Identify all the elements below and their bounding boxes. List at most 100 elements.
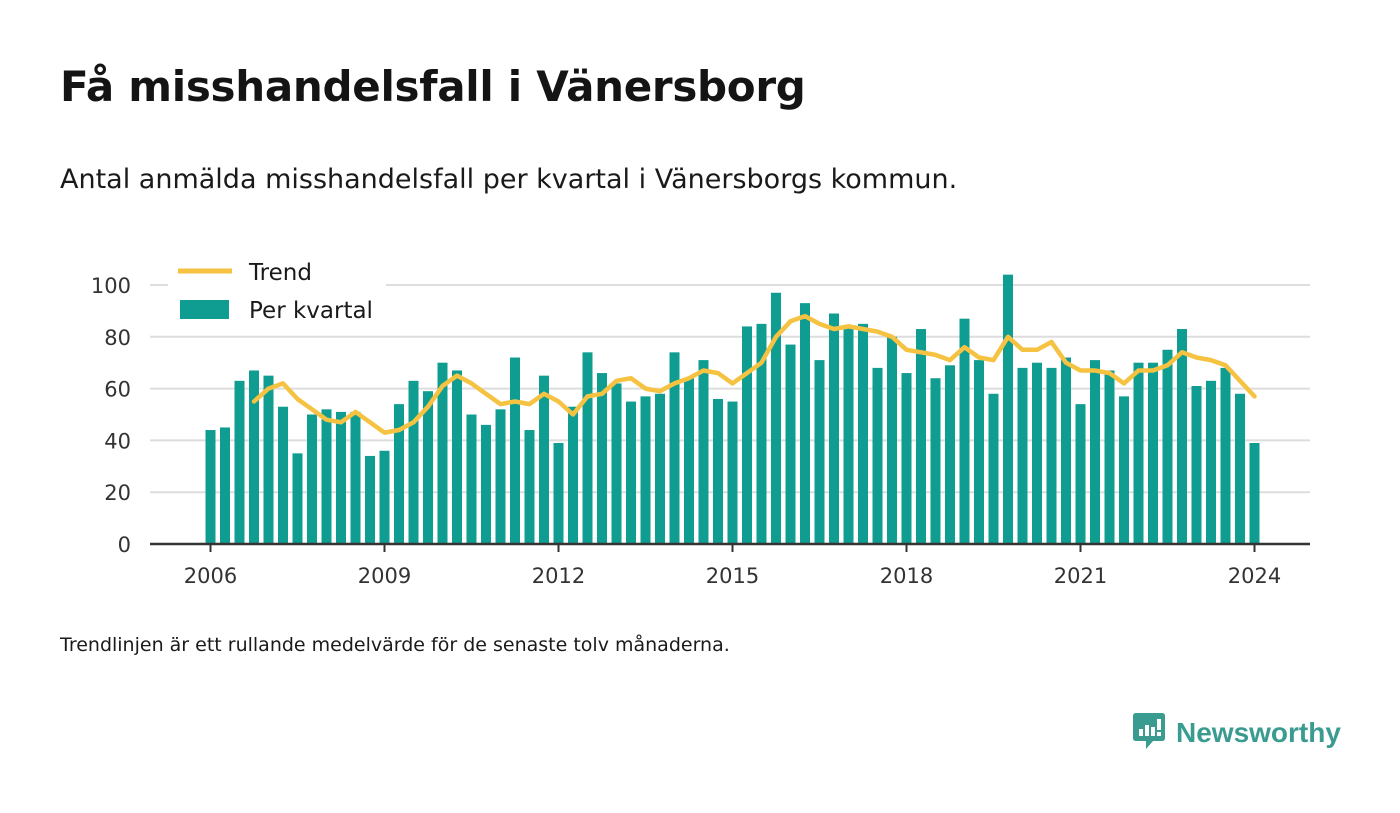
bar [321, 409, 332, 544]
bar-series [205, 274, 1260, 544]
bar [408, 380, 419, 544]
bar [452, 370, 462, 544]
bar [1235, 393, 1245, 544]
chart-svg: 0 20 40 60 80 100 2006 2009 2012 2015 2018 2021 2024… [90, 260, 1310, 588]
x-tick-label: 2006 [184, 564, 237, 588]
y-tick-label: 60 [104, 378, 131, 402]
bar [365, 455, 375, 544]
chart-title: Få misshandelsfall i Vänersborg [60, 62, 806, 111]
bar [1017, 367, 1028, 544]
bar [1032, 362, 1042, 544]
bar [1220, 367, 1231, 544]
bar [1119, 396, 1129, 544]
bar [959, 318, 970, 544]
bar [524, 430, 535, 544]
bar [626, 401, 636, 544]
bar [582, 352, 593, 544]
bar [858, 323, 868, 544]
bar [771, 292, 781, 544]
bar [1061, 357, 1071, 544]
bar [1133, 362, 1144, 544]
bar [669, 352, 680, 544]
footnote: Trendlinjen är ett rullande medelvärde f… [60, 634, 730, 656]
bar [829, 313, 839, 544]
bar [568, 406, 578, 544]
bar [945, 365, 955, 544]
bar [423, 391, 433, 544]
bar [901, 373, 912, 544]
bar [800, 303, 810, 544]
chart-subtitle: Antal anmälda misshandelsfall per kvarta… [60, 164, 958, 195]
trend-series [251, 313, 1257, 435]
y-tick-label: 0 [118, 533, 131, 557]
bar [988, 393, 999, 544]
bar [872, 367, 883, 544]
bar [1162, 349, 1173, 544]
bar [655, 393, 665, 544]
bar [350, 411, 361, 544]
legend-bars-swatch [180, 300, 229, 319]
bar [1206, 380, 1216, 544]
bar [539, 375, 549, 544]
bar [814, 360, 825, 544]
bar [785, 344, 796, 544]
bar [437, 362, 448, 544]
bar [553, 442, 564, 544]
legend-trend-label: Trend [248, 260, 312, 286]
bar [713, 398, 723, 544]
axes: 0 20 40 60 80 100 2006 2009 2012 2015 2018 2021 2024 [91, 274, 1310, 588]
bar [466, 414, 477, 544]
bar [1104, 370, 1115, 544]
bar [727, 401, 738, 544]
bar [292, 453, 303, 544]
bar [1075, 404, 1086, 544]
newsworthy-chart-bubble-icon [1132, 711, 1166, 755]
bar [756, 323, 767, 544]
bar [234, 380, 245, 544]
bar [843, 326, 854, 544]
bar [1177, 329, 1187, 544]
bar [1148, 362, 1158, 544]
bar [379, 450, 390, 544]
bar [916, 329, 926, 544]
bar [307, 414, 317, 544]
bar [684, 378, 694, 544]
bar [611, 383, 622, 544]
newsworthy-logo[interactable]: Newsworthy [1132, 711, 1341, 755]
legend-bars-label: Per kvartal [249, 298, 373, 324]
bar [640, 396, 651, 544]
bar [220, 427, 230, 544]
y-tick-label: 80 [104, 326, 131, 350]
x-tick-label: 2024 [1228, 564, 1281, 588]
x-tick-label: 2012 [532, 564, 585, 588]
bar [698, 360, 709, 544]
bar [930, 378, 941, 544]
y-tick-label: 100 [91, 274, 131, 298]
bar [205, 430, 216, 544]
bar [249, 370, 259, 544]
y-tick-label: 40 [104, 429, 131, 453]
x-tick-label: 2018 [880, 564, 933, 588]
bar [1003, 274, 1013, 544]
bar [1090, 360, 1100, 544]
brand-name: Newsworthy [1176, 717, 1341, 748]
x-tick-label: 2015 [706, 564, 759, 588]
chart-area: 0 20 40 60 80 100 2006 2009 2012 2015 2018 2021 2024… [90, 260, 1310, 588]
bar [481, 424, 491, 544]
bar [394, 404, 404, 544]
x-tick-label: 2021 [1054, 564, 1107, 588]
bar [1046, 367, 1057, 544]
bar [495, 409, 506, 544]
bar [597, 373, 607, 544]
y-tick-label: 20 [104, 481, 131, 505]
bar [1249, 442, 1260, 544]
bar [742, 326, 752, 544]
bar [336, 411, 346, 544]
bar [263, 375, 274, 544]
bar [1191, 386, 1202, 544]
bar [887, 336, 897, 544]
x-tick-label: 2009 [358, 564, 411, 588]
trend-line [251, 313, 1257, 435]
bar [510, 357, 520, 544]
bar [974, 360, 984, 544]
